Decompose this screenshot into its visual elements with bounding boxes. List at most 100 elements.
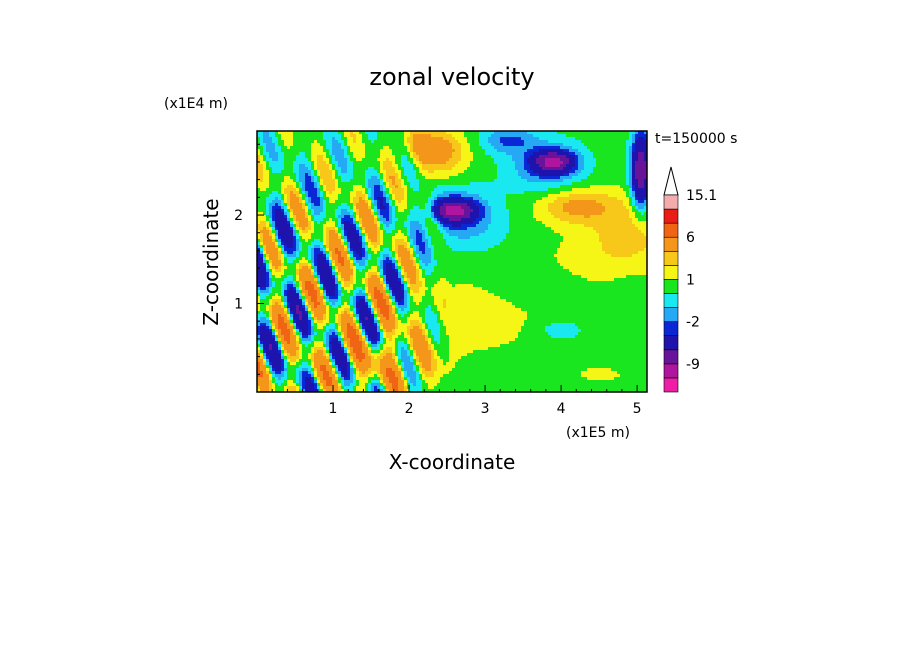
contour-cell <box>437 359 443 362</box>
contour-cell <box>506 197 542 200</box>
contour-cell <box>407 305 410 308</box>
contour-cell <box>380 215 383 218</box>
contour-cell <box>407 155 410 158</box>
contour-cell <box>419 359 431 362</box>
contour-cell <box>335 164 338 167</box>
contour-cell <box>257 365 260 368</box>
contour-cell <box>323 230 326 233</box>
contour-cell <box>323 299 326 302</box>
contour-cell <box>425 263 428 266</box>
contour-cell <box>266 200 272 203</box>
contour-cell <box>479 140 488 143</box>
contour-cell <box>356 191 362 194</box>
contour-cell <box>329 236 338 239</box>
contour-cell <box>527 158 536 161</box>
contour-cell <box>635 212 641 215</box>
contour-cell <box>278 155 284 158</box>
contour-cell <box>500 296 647 299</box>
colorbar-swatch <box>663 279 679 294</box>
contour-cell <box>341 272 353 275</box>
contour-cell <box>338 296 341 299</box>
contour-cell <box>344 380 353 383</box>
contour-cell <box>404 173 416 176</box>
contour-cell <box>269 326 272 329</box>
contour-cell <box>395 350 398 353</box>
contour-cell <box>272 230 275 233</box>
contour-cell <box>380 389 383 392</box>
contour-cell <box>524 164 530 167</box>
contour-cell <box>563 206 605 209</box>
contour-cell <box>344 131 350 134</box>
contour-cell <box>629 209 632 212</box>
contour-cell <box>635 215 647 218</box>
contour-cell <box>329 218 332 221</box>
contour-cell <box>425 338 428 341</box>
contour-cell <box>299 284 302 287</box>
contour-cell <box>437 368 452 371</box>
contour-cell <box>419 179 494 182</box>
contour-cell <box>296 323 308 326</box>
contour-cell <box>527 161 536 164</box>
contour-cell <box>341 383 344 386</box>
contour-cell <box>329 200 335 203</box>
contour-cell <box>329 158 332 161</box>
contour-cell <box>260 284 266 287</box>
contour-cell <box>326 350 329 353</box>
contour-cell <box>347 335 359 338</box>
contour-cell <box>329 197 338 200</box>
contour-cell <box>437 203 443 206</box>
contour-cell <box>269 170 272 173</box>
colorbar-swatch <box>663 208 679 224</box>
contour-cell <box>362 269 368 272</box>
contour-cell <box>629 161 632 164</box>
contour-cell <box>323 344 326 347</box>
contour-cell <box>419 272 422 275</box>
contour-cell <box>398 308 401 311</box>
contour-cell <box>338 161 347 164</box>
contour-cell <box>284 350 287 353</box>
contour-cell <box>311 299 317 302</box>
contour-cell <box>572 182 626 185</box>
contour-cell <box>350 260 353 263</box>
contour-cell <box>272 368 275 371</box>
contour-cell <box>557 260 647 263</box>
contour-cell <box>353 155 365 158</box>
contour-cell <box>389 377 398 380</box>
contour-cell <box>320 203 323 206</box>
contour-cell <box>419 155 452 158</box>
contour-cell <box>278 326 287 329</box>
contour-cell <box>341 209 347 212</box>
contour-cell <box>368 194 371 197</box>
contour-cell <box>266 215 269 218</box>
contour-cell <box>371 242 380 245</box>
contour-cell <box>326 140 332 143</box>
contour-cell <box>380 374 383 377</box>
contour-cell <box>359 374 368 377</box>
contour-cell <box>593 227 638 230</box>
contour-cell <box>323 134 341 137</box>
contour-cell <box>383 224 386 227</box>
contour-cell <box>443 197 464 200</box>
contour-cell <box>401 374 404 377</box>
contour-cell <box>257 227 263 230</box>
contour-cell <box>497 164 515 167</box>
contour-cell <box>524 158 527 161</box>
contour-cell <box>377 251 380 254</box>
contour-cell <box>398 368 401 371</box>
contour-cell <box>392 251 395 254</box>
contour-cell <box>350 179 365 182</box>
contour-cell <box>266 158 272 161</box>
contour-cell <box>371 365 380 368</box>
contour-cell <box>404 221 410 224</box>
contour-cell <box>434 386 647 389</box>
contour-cell <box>491 206 506 209</box>
contour-cell <box>350 383 356 386</box>
contour-cell <box>446 329 521 332</box>
contour-cell <box>392 266 395 269</box>
contour-cell <box>323 293 326 296</box>
contour-cell <box>269 134 275 137</box>
contour-cell <box>593 167 626 170</box>
contour-cell <box>272 374 275 377</box>
contour-cell <box>350 314 353 317</box>
contour-cell <box>431 350 434 353</box>
